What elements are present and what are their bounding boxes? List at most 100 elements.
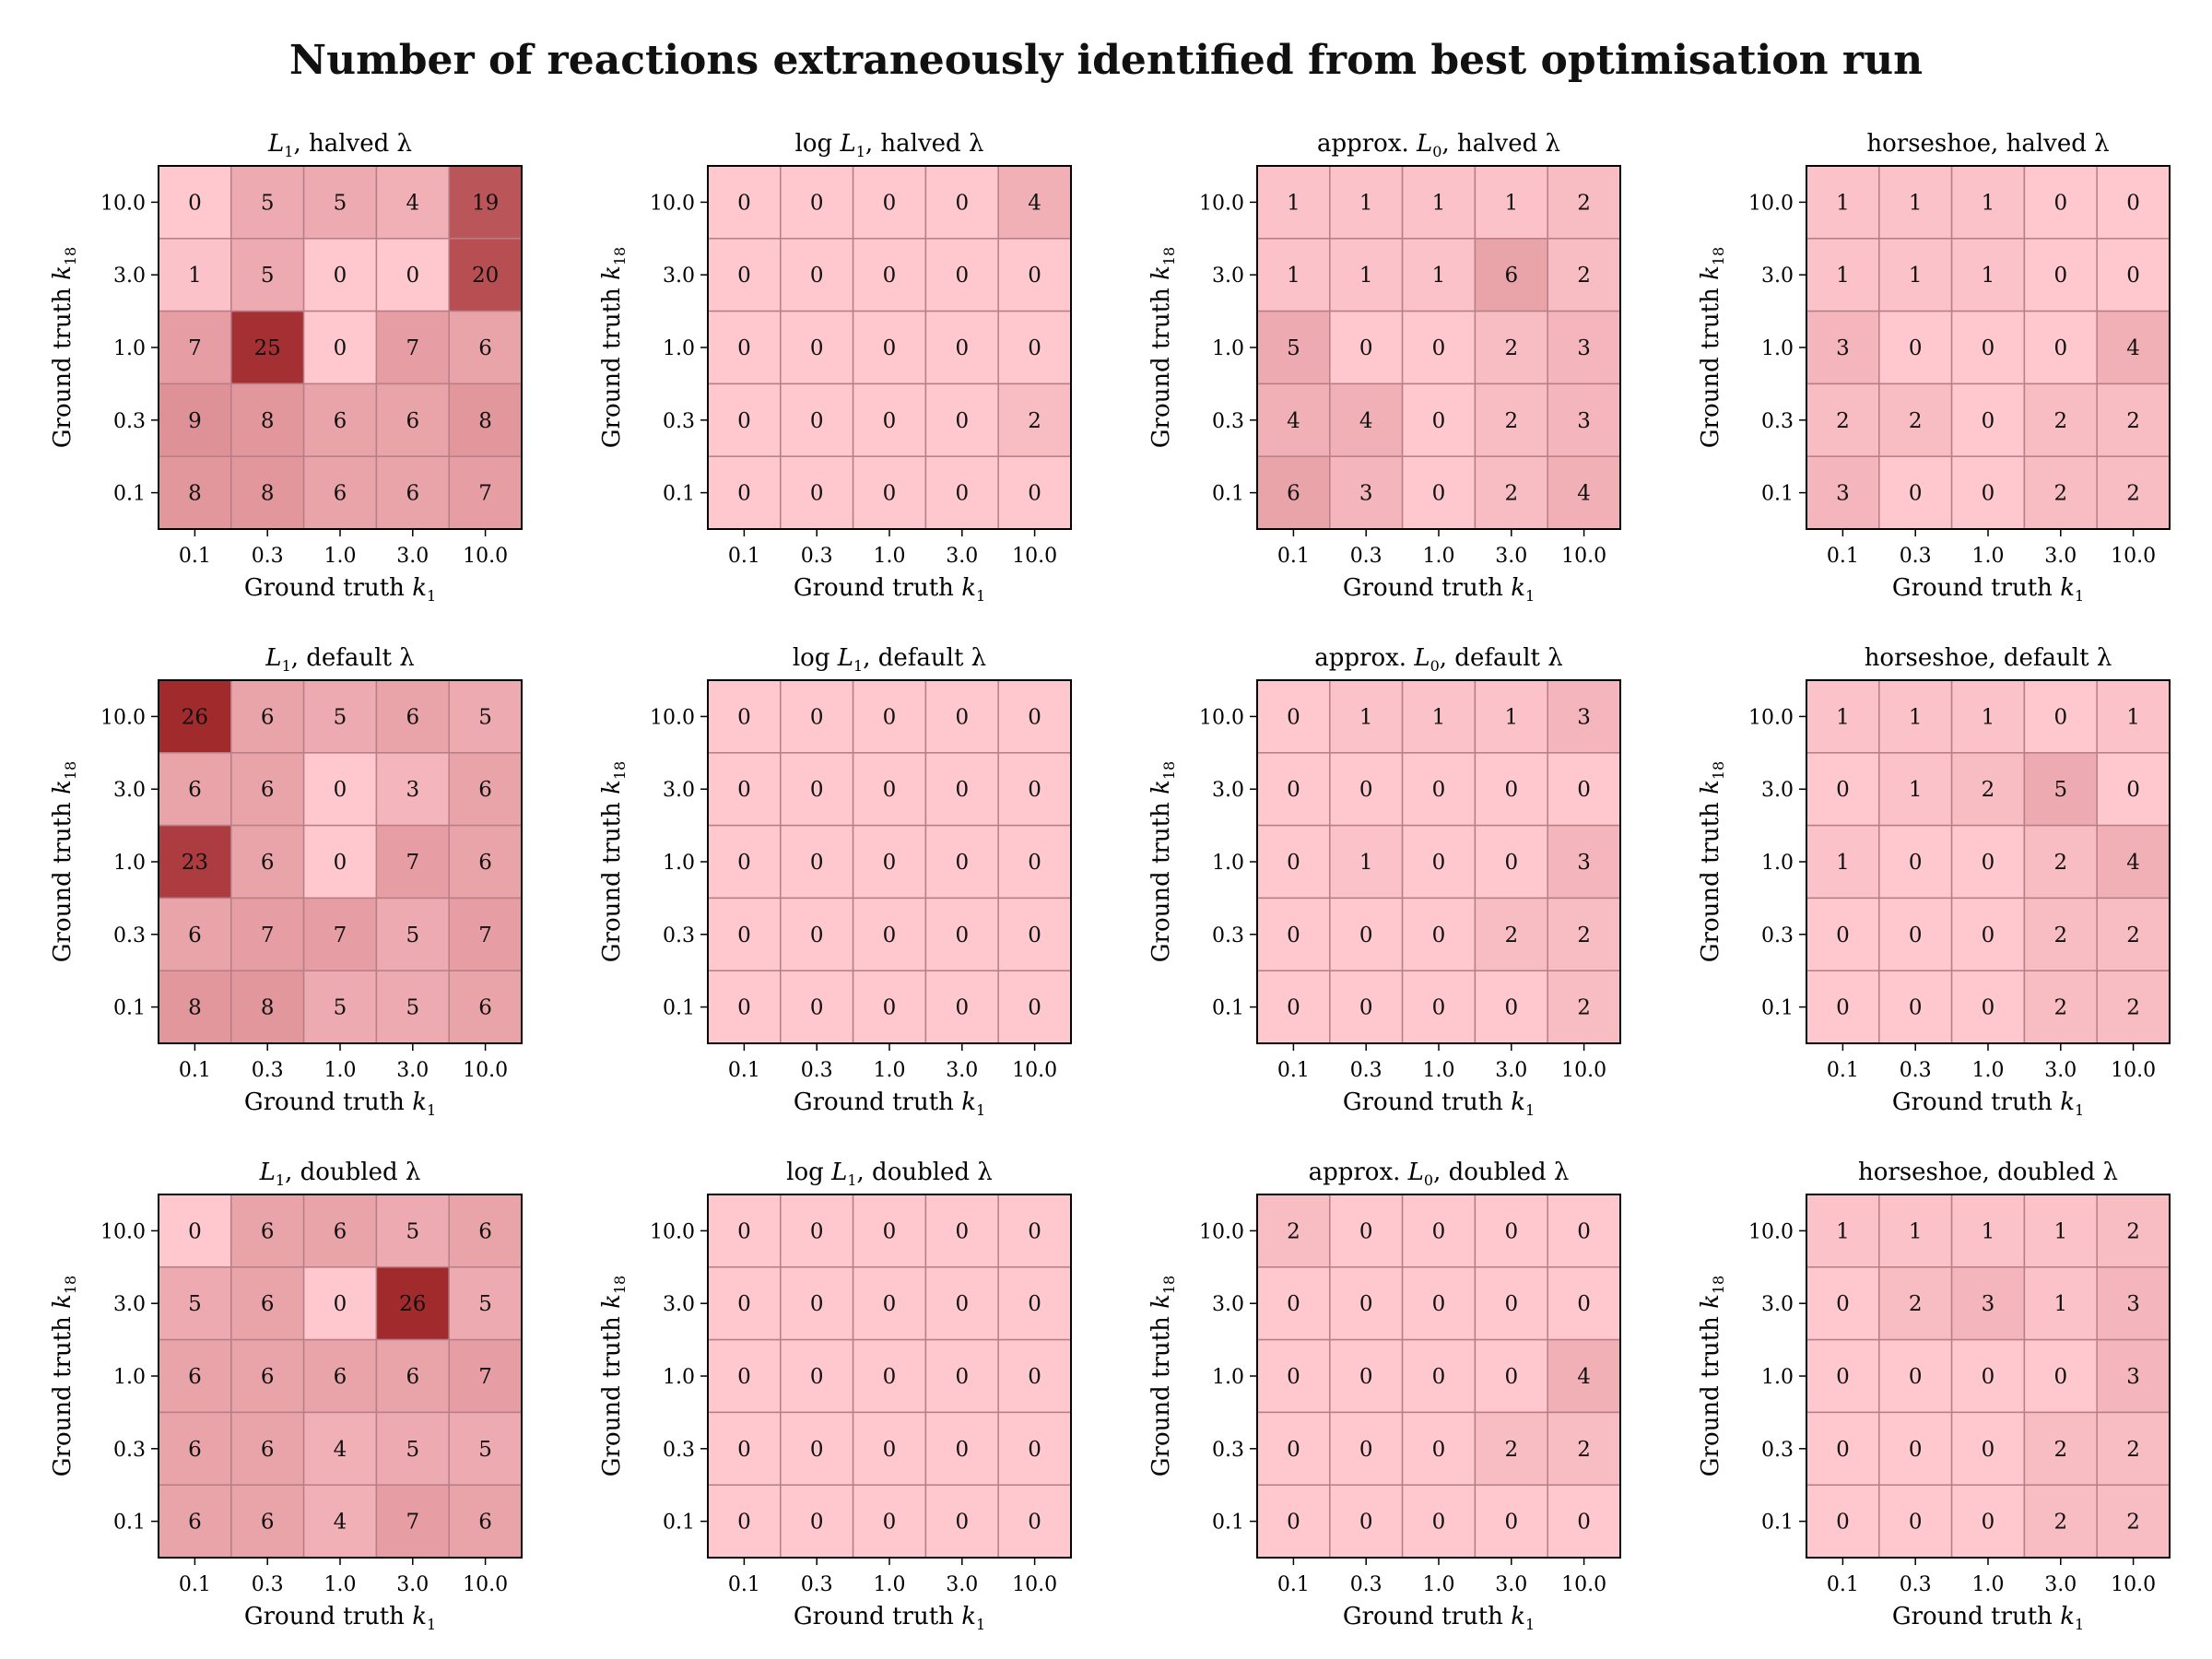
heatmap-cell [1474,165,1548,240]
cell-value-label: 2 [1577,1438,1591,1462]
heatmap-cell [302,824,378,900]
heatmap-cell [924,679,999,754]
x-tick-label: 0.1 [1277,545,1310,568]
y-tick-label: 3.0 [113,265,146,288]
cell-value-label: 6 [188,924,202,947]
heatmap-panel: 0 6 6 5 6 5 6 0 26 5 6 6 6 6 7 6 6 4 5 5 6 6 4 7 6 10.0 3.0 1.0 0.3 0… [49,1159,523,1633]
x-tick-label: 10.0 [2111,545,2156,568]
x-tick-label: 0.1 [728,1059,760,1082]
cell-value-label: 0 [1577,1511,1591,1535]
heatmap-cell [1950,824,2026,900]
heatmap-cell [302,1338,378,1414]
heatmap-cell [1474,1411,1548,1486]
x-tick-label: 0.1 [1277,1573,1310,1596]
cell-value-label: 2 [2053,1438,2067,1462]
heatmap-cell [1256,752,1331,827]
heatmap-cell [1329,679,1404,754]
heatmap-cell [448,679,523,754]
cell-value-label: 0 [883,778,897,802]
cell-value-label: 0 [1287,924,1300,947]
heatmap-cell [448,238,523,312]
x-tick-label: 1.0 [324,1573,357,1596]
x-tick-label: 0.3 [1900,1573,1932,1596]
cell-value-label: 0 [955,1219,969,1243]
cell-value-label: 2 [1982,778,1995,802]
cell-value-label: 0 [737,924,751,947]
cell-value-label: 0 [1577,1219,1591,1243]
cell-value-label: 4 [334,1438,347,1462]
cell-value-label: 0 [810,409,824,433]
x-tick-label: 3.0 [396,1059,429,1082]
heatmap-cell [448,1266,523,1341]
cell-value-label: 6 [406,482,419,506]
heatmap-cell [2023,824,2098,900]
heatmap-cell [1329,310,1404,385]
heatmap-cell [375,1411,450,1486]
cell-value-label: 2 [1577,924,1591,947]
y-tick-label: 3.0 [663,779,695,802]
cell-value-label: 4 [334,1511,347,1535]
cell-value-label: 4 [1028,191,1041,215]
cell-value-label: 0 [1836,924,1850,947]
y-tick-label: 10.0 [100,1220,146,1243]
cell-value-label: 6 [478,851,492,875]
cell-value-label: 2 [2126,482,2140,506]
y-tick-label: 0.3 [663,924,695,947]
cell-value-label: 0 [955,482,969,506]
x-axis-label: Ground truth k1 [1343,1603,1535,1633]
heatmap-cell [1547,824,1621,900]
cell-value-label: 1 [1359,705,1373,729]
cell-value-label: 0 [1909,1365,1923,1389]
y-tick-label: 1.0 [113,852,146,875]
x-tick-label: 0.3 [801,1573,833,1596]
y-axis-label: Ground truth k18 [598,1276,629,1477]
x-axis-label: Ground truth k1 [794,1088,985,1119]
y-axis-label: Ground truth k18 [1147,247,1178,448]
heatmap-cell [1547,382,1621,457]
x-tick-label: 0.3 [1900,1059,1932,1082]
cell-value-label: 0 [1836,1365,1850,1389]
cell-value-label: 5 [334,191,347,215]
heatmap-cell [1474,970,1548,1044]
cell-value-label: 0 [955,1511,969,1535]
heatmap-cell [158,679,232,754]
heatmap-cell [230,752,305,827]
y-tick-label: 3.0 [1761,1293,1794,1316]
x-tick-label: 3.0 [2044,1059,2077,1082]
heatmap-cell [230,1484,305,1559]
cell-value-label: 6 [406,705,419,729]
heatmap-cell [997,1194,1072,1268]
y-tick-label: 1.0 [1761,1366,1794,1389]
heatmap-cell [1474,310,1548,385]
cell-value-label: 7 [261,924,275,947]
cell-value-label: 2 [2126,996,2140,1020]
cell-value-label: 1 [1982,705,1995,729]
cell-value-label: 0 [1577,778,1591,802]
heatmap-cell [852,1484,927,1559]
cell-value-label: 0 [1028,1292,1041,1316]
cell-value-label: 3 [1577,705,1591,729]
cell-value-label: 0 [334,336,347,360]
cell-value-label: 0 [883,409,897,433]
cell-value-label: 1 [1359,264,1373,288]
heatmap-cell [230,824,305,900]
heatmap-cell [707,970,782,1044]
x-tick-label: 0.1 [1827,1059,1859,1082]
cell-value-label: 2 [1577,996,1591,1020]
cell-value-label: 0 [737,1219,751,1243]
y-tick-label: 0.1 [1212,1512,1244,1535]
cell-value-label: 1 [1982,191,1995,215]
cell-value-label: 1 [1909,778,1923,802]
heatmap-cell [997,970,1072,1044]
heatmap-cell [158,970,232,1044]
heatmap-cell [375,238,450,312]
heatmap-cell [2096,455,2171,530]
cell-value-label: 0 [2053,1365,2067,1389]
cell-value-label: 1 [1432,705,1446,729]
heatmap-cell [1878,382,1953,457]
x-tick-label: 10.0 [1561,1573,1606,1596]
cell-value-label: 2 [2126,1511,2140,1535]
cell-value-label: 0 [810,705,824,729]
cell-value-label: 6 [261,1292,275,1316]
cell-value-label: 8 [261,482,275,506]
